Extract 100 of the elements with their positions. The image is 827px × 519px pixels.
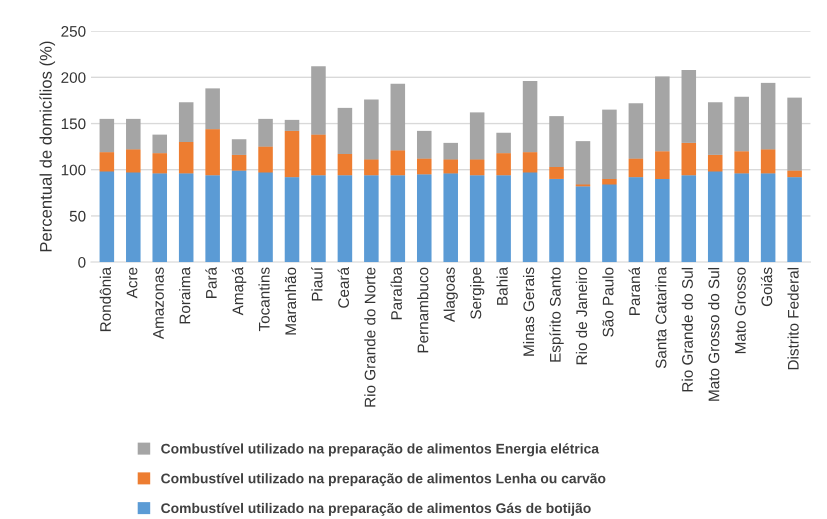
bar — [364, 175, 379, 262]
y-tick-label: 150 — [62, 118, 86, 130]
bar — [152, 153, 168, 174]
bar — [602, 110, 617, 179]
bar — [443, 173, 458, 262]
bar — [549, 178, 564, 262]
bar — [628, 103, 644, 159]
x-tick-label: Rio Grande do Sul — [682, 268, 693, 392]
bar — [338, 154, 352, 176]
bar — [682, 142, 696, 176]
bar — [258, 118, 273, 147]
bar — [655, 151, 670, 179]
bar — [364, 160, 379, 176]
bar — [708, 154, 723, 172]
x-tick-label: Mato Grosso — [734, 268, 746, 354]
x-tick-label: Ceará — [338, 266, 350, 308]
bar — [126, 118, 141, 150]
bar — [760, 149, 776, 174]
bar — [284, 130, 300, 178]
bar — [496, 175, 511, 262]
x-tick-label: Sergipe — [470, 268, 484, 319]
bar — [126, 172, 141, 262]
bar — [496, 153, 511, 176]
x-tick-label: Bahia — [496, 266, 508, 305]
y-tick-label: 250 — [61, 26, 86, 37]
x-tick-label: Alagoas — [444, 268, 458, 322]
bar — [470, 175, 484, 262]
x-tick-label: Pernambuco — [417, 268, 428, 352]
bar — [152, 134, 168, 154]
x-tick-label: Goiás — [760, 268, 772, 306]
bar — [178, 102, 194, 142]
bar — [470, 160, 484, 176]
bar — [787, 98, 802, 171]
bar — [390, 150, 406, 176]
bar — [708, 102, 723, 155]
bar — [126, 149, 141, 172]
bar — [232, 139, 246, 155]
x-tick-label: Santa Catarina — [655, 266, 666, 368]
bar — [708, 172, 723, 262]
bar — [443, 160, 458, 174]
x-tick-label: Rio Grande do Norte — [364, 268, 376, 407]
bar — [602, 184, 617, 262]
bar — [655, 76, 670, 152]
bar — [338, 175, 352, 262]
x-tick-label: Piauí — [311, 267, 323, 301]
bar — [522, 152, 538, 172]
legend-label: Combustível utilizado na preparação de alimentos Energia elétrica — [161, 443, 600, 456]
x-tick-label: Amazonas — [153, 268, 164, 340]
x-tick-label: Paraná — [628, 266, 640, 315]
x-tick-label: Maranhão — [284, 268, 296, 334]
bar — [443, 142, 458, 160]
x-tick-label: Rio de Janeiro — [576, 268, 588, 364]
bar — [364, 100, 379, 160]
bar — [416, 130, 432, 159]
bar — [311, 66, 326, 135]
bar — [178, 173, 194, 262]
y-axis-title: Percentual de domicílios (%) — [39, 42, 56, 252]
bar — [232, 170, 246, 262]
bar — [338, 108, 352, 154]
legend-label: Combustível utilizado na preparação de alimentos Lenha ou carvão — [161, 473, 606, 486]
bar — [682, 175, 696, 262]
bar — [100, 118, 114, 152]
x-tick-label: Paraíba — [390, 266, 402, 320]
bar — [416, 158, 432, 174]
bar — [284, 120, 300, 131]
bar — [602, 178, 617, 184]
bar — [205, 129, 220, 176]
bar — [549, 116, 564, 167]
bar — [390, 84, 406, 150]
bar — [734, 96, 749, 152]
x-tick-label: Amapá — [232, 266, 246, 316]
bar — [258, 172, 273, 262]
bar — [496, 132, 511, 154]
bar — [100, 152, 114, 172]
bar — [205, 88, 220, 130]
x-tick-label: Tocantins — [258, 268, 270, 332]
bar — [152, 173, 168, 262]
bar — [522, 81, 538, 152]
x-tick-label: Espírito Santo — [549, 268, 564, 362]
bar — [205, 175, 220, 262]
x-tick-label: São Paulo — [602, 268, 614, 337]
bar — [628, 177, 644, 262]
bar — [628, 158, 644, 178]
bar — [390, 175, 406, 262]
bar — [100, 172, 114, 262]
bar — [470, 112, 484, 160]
bar — [416, 174, 432, 262]
bar — [682, 70, 696, 143]
y-tick-label: 50 — [70, 210, 86, 222]
bar — [311, 175, 326, 262]
y-tick-label: 200 — [61, 72, 86, 84]
x-tick-label: Acre — [126, 268, 138, 298]
bar — [549, 166, 564, 179]
bar — [232, 154, 246, 171]
x-tick-label: Distrito Federal — [787, 268, 799, 370]
bar — [734, 173, 749, 262]
bar — [311, 134, 326, 176]
bar — [576, 186, 590, 262]
bar — [787, 170, 802, 178]
bar — [760, 82, 776, 150]
